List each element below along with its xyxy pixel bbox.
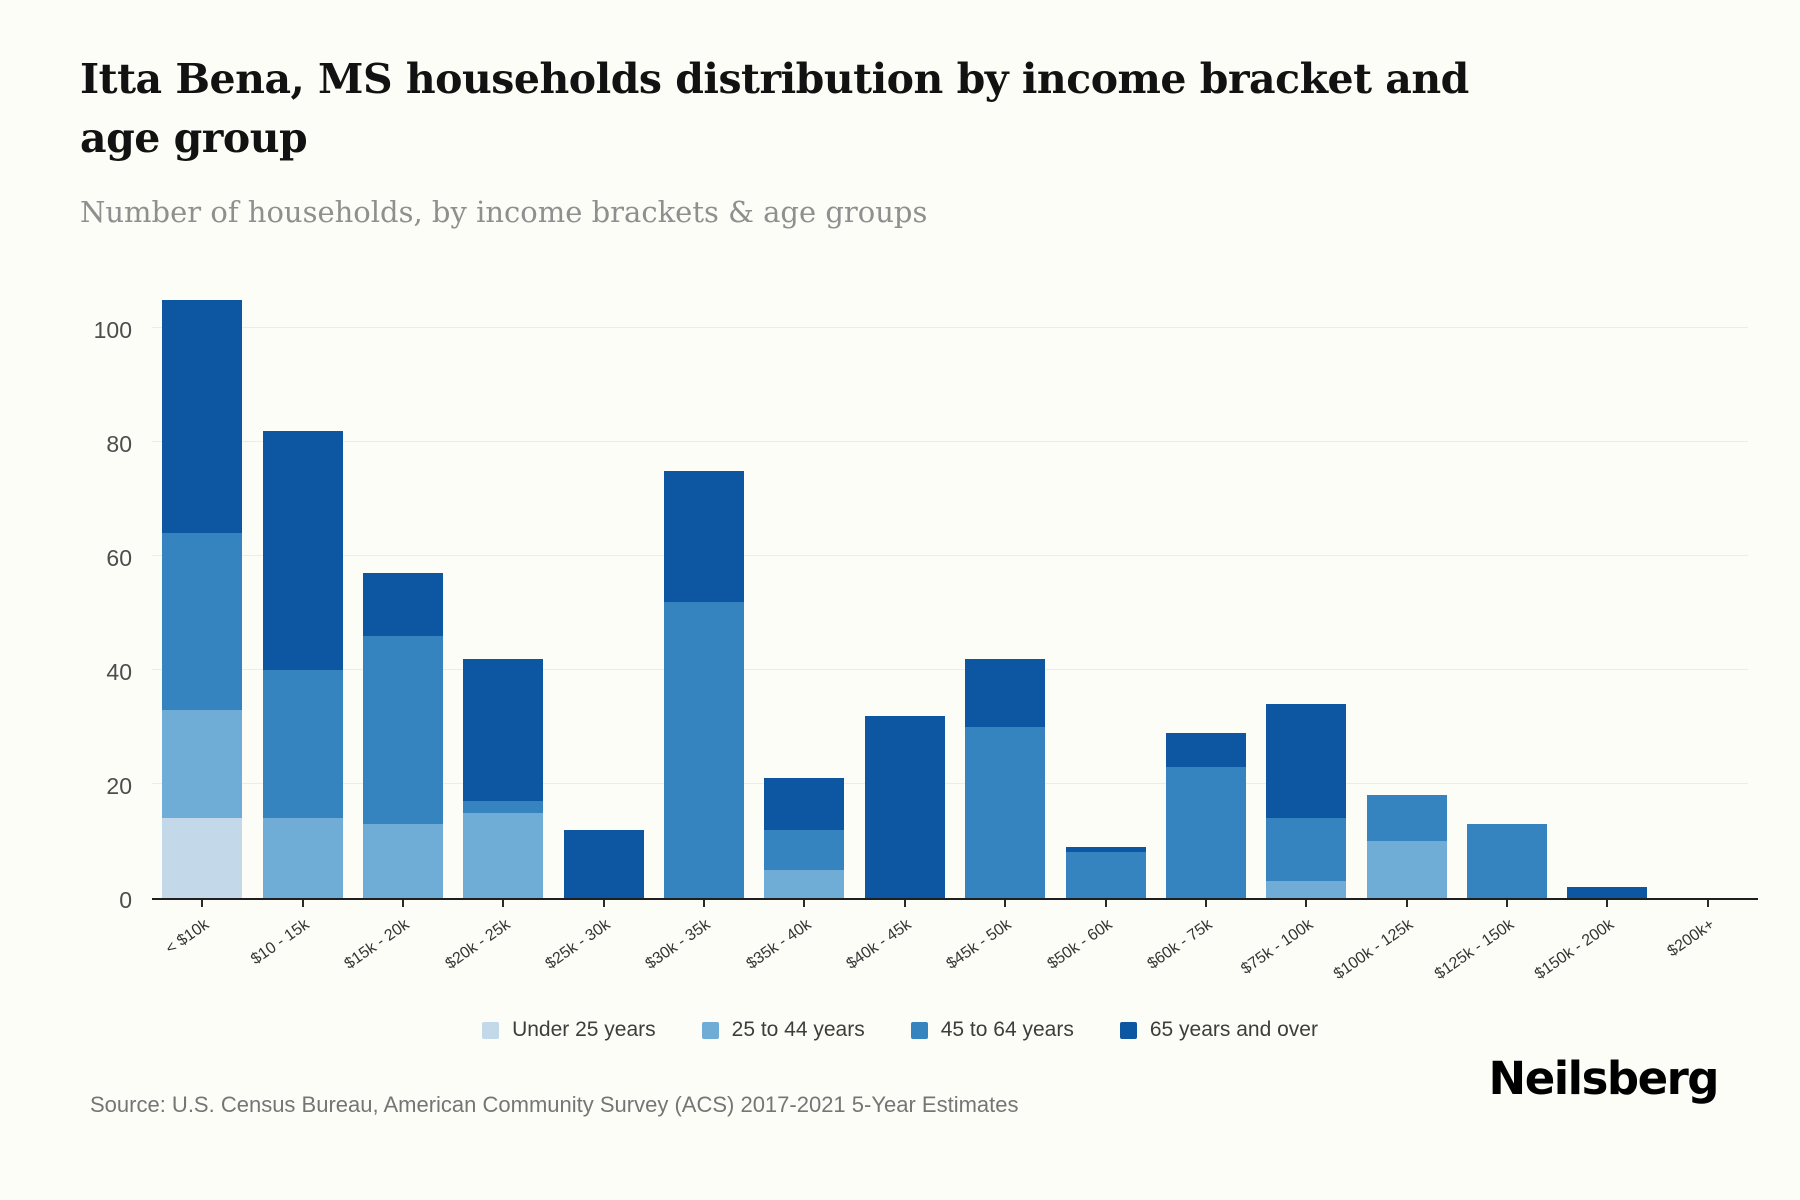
x-axis-tick-label: $30k - 35k xyxy=(642,916,714,973)
x-axis-tick-label: $40k - 45k xyxy=(843,916,915,973)
x-axis-tick xyxy=(903,900,906,907)
x-axis-tick xyxy=(401,900,404,907)
gridline xyxy=(152,669,1748,670)
x-axis-tick xyxy=(1405,900,1408,907)
bar-segment[interactable] xyxy=(965,727,1046,898)
x-axis-tick-label: $45k - 50k xyxy=(943,916,1015,973)
x-axis-tick xyxy=(201,900,204,907)
x-axis-tick-label: $15k - 20k xyxy=(341,916,413,973)
legend: Under 25 years 25 to 44 years 45 to 64 yea… xyxy=(0,1018,1800,1042)
legend-item[interactable]: 45 to 64 years xyxy=(910,1018,1074,1042)
x-axis-tick-label: $25k - 30k xyxy=(542,916,614,973)
bar-segment[interactable] xyxy=(162,818,243,898)
bar-segment[interactable] xyxy=(162,533,243,710)
x-axis-tick-label: $75k - 100k xyxy=(1237,916,1317,978)
x-axis-tick xyxy=(1706,900,1709,907)
x-axis-tick xyxy=(703,900,706,907)
x-axis-tick xyxy=(301,900,304,907)
bar-segment[interactable] xyxy=(664,470,745,602)
x-axis-tick-label: < $10k xyxy=(162,916,212,958)
legend-swatch xyxy=(482,1021,500,1039)
legend-swatch xyxy=(1119,1021,1137,1039)
bar-segment[interactable] xyxy=(262,818,343,898)
bar-segment[interactable] xyxy=(262,430,343,670)
bar-segment[interactable] xyxy=(1165,732,1246,767)
y-axis-tick-label: 0 xyxy=(119,887,132,913)
x-axis-tick xyxy=(602,900,605,907)
bar-segment[interactable] xyxy=(1065,852,1146,898)
x-axis-tick xyxy=(1104,900,1107,907)
bar-segment[interactable] xyxy=(362,635,443,824)
x-axis-tick-label: $35k - 40k xyxy=(743,916,815,973)
chart-title: Itta Bena, MS households distribution by… xyxy=(80,55,1469,163)
bar-segment[interactable] xyxy=(1165,766,1246,898)
y-axis-tick-label: 40 xyxy=(106,659,132,685)
bar-segment[interactable] xyxy=(162,709,243,819)
legend-label: Under 25 years xyxy=(512,1018,656,1041)
bar-segment[interactable] xyxy=(965,658,1046,727)
x-axis-tick xyxy=(1506,900,1509,907)
x-axis-tick-label: $150k - 200k xyxy=(1531,916,1618,983)
x-axis-tick xyxy=(1204,900,1207,907)
bar-segment[interactable] xyxy=(764,869,845,898)
x-axis-tick-label: $20k - 25k xyxy=(442,916,514,973)
bar-segment[interactable] xyxy=(463,658,544,802)
x-axis-tick-label: $50k - 60k xyxy=(1044,916,1116,973)
legend-swatch xyxy=(701,1021,719,1039)
bar-segment[interactable] xyxy=(262,670,343,819)
legend-item[interactable]: 65 years and over xyxy=(1119,1018,1318,1042)
x-axis-tick xyxy=(502,900,505,907)
bar-segment[interactable] xyxy=(1266,880,1347,898)
y-axis-tick-label: 60 xyxy=(106,545,132,571)
bar-segment[interactable] xyxy=(864,715,945,898)
y-axis-tick-label: 80 xyxy=(106,431,132,457)
legend-item[interactable]: 25 to 44 years xyxy=(701,1018,865,1042)
legend-label: 45 to 64 years xyxy=(940,1018,1074,1041)
bar-segment[interactable] xyxy=(563,829,644,898)
y-axis-tick-label: 20 xyxy=(106,773,132,799)
legend-item[interactable]: Under 25 years xyxy=(482,1018,656,1042)
bar-segment[interactable] xyxy=(1366,795,1447,841)
x-axis-tick xyxy=(1004,900,1007,907)
gridline xyxy=(152,441,1748,442)
neilsberg-logo: Neilsberg xyxy=(1488,1052,1720,1105)
bar-segment[interactable] xyxy=(362,823,443,898)
x-axis-tick-label: $100k - 125k xyxy=(1330,916,1417,983)
x-axis-tick-label: $60k - 75k xyxy=(1144,916,1216,973)
gridline xyxy=(152,327,1748,328)
x-axis-tick xyxy=(803,900,806,907)
gridline xyxy=(152,783,1748,784)
bar-segment[interactable] xyxy=(362,573,443,636)
bar-segment[interactable] xyxy=(463,812,544,898)
x-axis-tick xyxy=(1606,900,1609,907)
bar-segment[interactable] xyxy=(1266,704,1347,819)
plot-area: 0 20 40 60 80 100 < $10k $10 - 15k $15k - 20k $20… xyxy=(94,270,1758,983)
chart-subtitle: Number of households, by income brackets… xyxy=(80,195,928,229)
y-axis-tick-label: 100 xyxy=(93,317,132,343)
bar-segment[interactable] xyxy=(764,829,845,870)
legend-swatch xyxy=(910,1021,928,1039)
bar-segment[interactable] xyxy=(1266,818,1347,881)
x-axis-tick-label: $10 - 15k xyxy=(247,916,313,969)
bar-segment[interactable] xyxy=(1065,846,1146,853)
x-axis-tick-label: $200k+ xyxy=(1664,916,1718,961)
source-text: Source: U.S. Census Bureau, American Com… xyxy=(90,1092,1019,1117)
x-axis-tick-label: $125k - 150k xyxy=(1431,916,1517,983)
legend-label: 65 years and over xyxy=(1149,1018,1318,1041)
x-axis-tick xyxy=(1305,900,1308,907)
bar-segment[interactable] xyxy=(463,801,544,813)
legend-label: 25 to 44 years xyxy=(731,1018,865,1041)
bar-segment[interactable] xyxy=(162,299,243,534)
bar-segment[interactable] xyxy=(764,778,845,830)
bar-segment[interactable] xyxy=(1567,886,1648,898)
bar-segment[interactable] xyxy=(1366,841,1447,898)
gridline xyxy=(152,555,1748,556)
bar-segment[interactable] xyxy=(664,601,745,898)
bar-segment[interactable] xyxy=(1467,823,1548,898)
